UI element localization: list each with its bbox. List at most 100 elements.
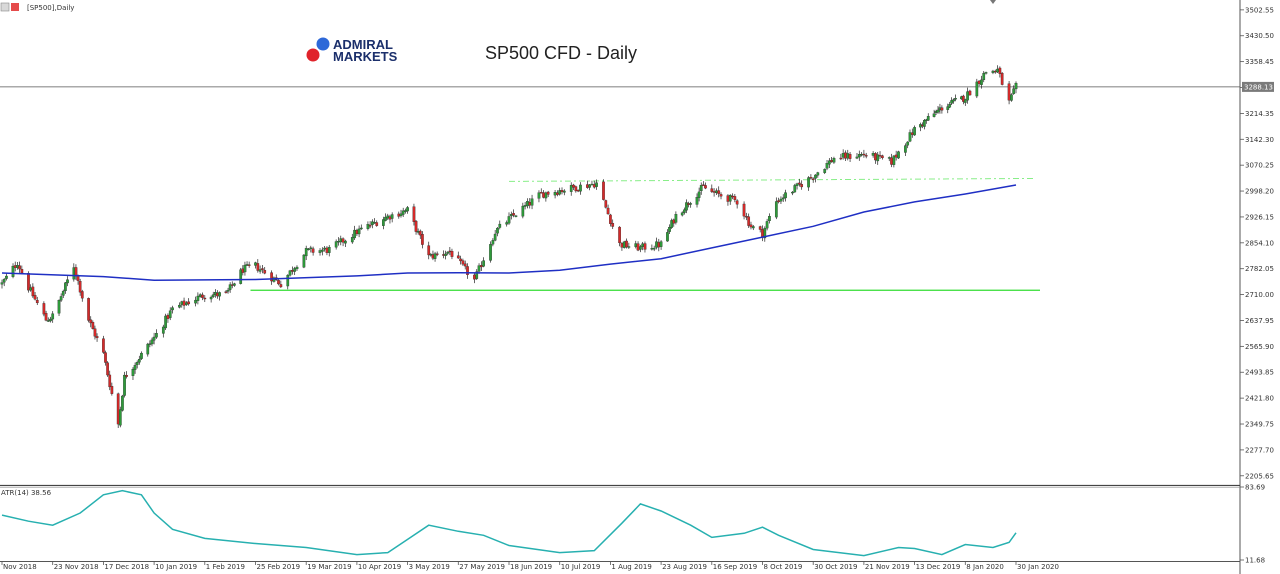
candle-bull [897,151,900,159]
candle-bull [936,109,940,113]
candle-bear [166,314,170,319]
candle-bear [1007,83,1011,101]
candle-bear [35,299,39,304]
candle-bull [239,269,243,284]
candle-bull [0,282,4,285]
candle-bull [2,279,6,283]
current-price-label: 3288.13 [1244,83,1273,91]
candle-bear [291,270,294,272]
chart-menu-icon[interactable] [0,2,10,12]
candle-bull [49,318,52,322]
candle-bull [11,265,15,277]
candle-bull [339,238,343,243]
price-tick-label: 2565.90 [1245,343,1274,351]
price-tick-label: 3214.35 [1245,110,1274,118]
candle-bull [148,343,152,345]
candle-bull [146,343,150,355]
candle-bear [977,80,981,84]
candle-bull [523,205,527,207]
candle-bull [323,247,326,250]
candle-bull [373,222,376,224]
candle-bull [16,265,19,268]
candle-bear [325,247,329,253]
time-tick-label: 18 Jun 2019 [510,563,552,571]
candle-bull [823,169,827,173]
candle-bull [530,198,534,206]
candle-bull [682,209,686,213]
candle-bear [1000,73,1004,85]
candle-bull [860,154,863,156]
candle-bull [841,153,845,158]
candle-bull [595,182,598,187]
candle-bull [29,287,33,291]
candle-bull [622,241,626,248]
candle-bull [652,247,656,250]
candle-bull [765,221,769,229]
candle-bull [832,158,836,163]
symbol-label: [SP500],Daily [27,4,74,12]
candle-bull [135,362,139,365]
candle-bull [668,226,671,232]
candle-bull [433,253,437,259]
candle-bear [459,258,462,262]
candle-bear [89,319,93,324]
candle-bull [946,106,950,110]
price-axis: 3502.553430.503358.453286.403214.353142.… [1240,6,1274,480]
candle-bear [108,374,112,388]
candle-bear [710,188,714,192]
candle-bull [477,265,481,272]
candle-bull [825,163,829,169]
candle-bull [1012,88,1016,94]
time-tick-label: 19 Mar 2019 [307,563,351,571]
candle-bear [44,313,48,321]
candle-bull [923,120,926,127]
candle-bear [473,274,476,280]
candle-bull [496,227,499,234]
candle-bull [680,212,684,216]
candle-bear [463,263,467,267]
candle-bear [20,269,24,274]
candle-bull [751,226,755,229]
candle-bull [493,233,497,241]
candle-bear [224,291,228,293]
time-tick-label: 10 Apr 2019 [358,563,401,571]
candle-bear [87,298,90,321]
candle-bull [954,98,957,100]
shift-marker-icon[interactable] [990,0,996,4]
candle-bull [791,191,794,194]
candle-bull [140,352,143,359]
candle-bull [446,251,450,254]
candle-bear [479,265,483,268]
candle-bull [908,132,912,142]
candle-bull [46,320,50,322]
candle-bull [639,246,642,250]
candle-bear [811,178,815,181]
candle-bull [196,295,200,301]
candle-bull [66,279,69,284]
candle-bull [950,100,954,104]
candle-bull [982,73,986,81]
symbol-icon [11,3,19,11]
candle-bear [962,95,965,102]
candle-bull [293,268,297,272]
candle-bull [498,223,502,228]
candle-bull [218,292,221,297]
candle-bull [118,409,122,426]
candle-bull [171,307,174,311]
candle-bull [509,214,513,217]
candle-bull [133,365,137,370]
time-tick-label: 25 Feb 2019 [257,563,301,571]
candle-bull [185,302,188,305]
candle-bull [350,237,354,243]
candle-bear [368,225,372,227]
candle-bull [932,113,936,117]
candle-bull [491,240,495,245]
candle-bull [505,222,509,225]
candle-bear [13,265,17,268]
candle-bear [277,280,280,285]
candle-bull [793,185,797,193]
candle-bull [996,68,999,73]
candle-bear [611,223,615,227]
candle-bear [844,152,847,159]
price-tick-label: 3070.25 [1245,162,1274,170]
